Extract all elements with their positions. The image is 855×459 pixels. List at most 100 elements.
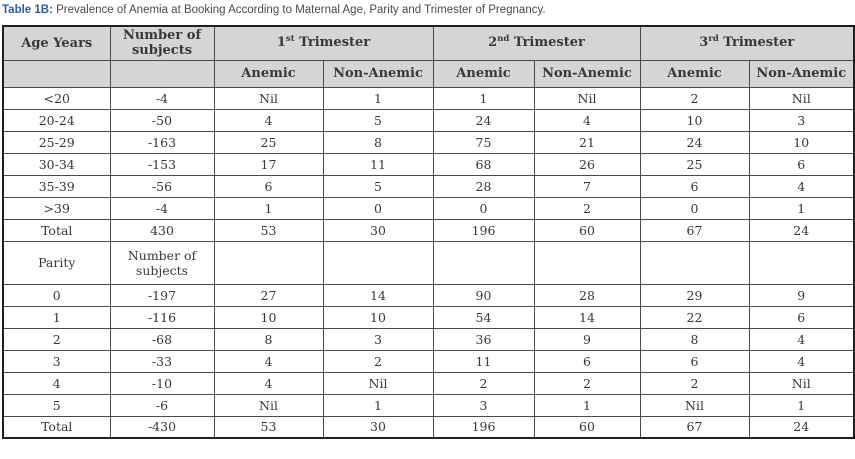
table-cell: 26 — [533, 152, 641, 176]
table-cell: -4 — [109, 86, 215, 110]
table-cell — [533, 240, 641, 285]
ordinal-suffix: st — [285, 33, 295, 44]
ordinal-suffix: nd — [497, 33, 510, 44]
table-cell: 24 — [748, 218, 855, 242]
table-cell: 24 — [748, 415, 855, 439]
header-second-trimester: 2nd Trimester — [432, 25, 641, 61]
table-row: 25-29 -163 25 8 75 21 24 10 — [2, 130, 855, 154]
table-cell: 30 — [322, 415, 434, 439]
header-age-years: Age Years — [2, 25, 111, 61]
table-cell: -6 — [109, 393, 215, 417]
table-cell: 196 — [432, 218, 535, 242]
table-cell: 2 — [432, 371, 535, 395]
table-row: 4 -10 4 Nil 2 2 2 Nil — [2, 371, 855, 395]
table-cell: 53 — [213, 218, 324, 242]
table-cell: 2 — [2, 327, 111, 351]
table-cell: Parity — [2, 240, 111, 285]
table-cell: 28 — [533, 283, 641, 307]
table-row: Total -430 53 30 196 60 67 24 — [2, 415, 855, 439]
header-non-anemic-t1: Non-Anemic — [322, 59, 434, 88]
table-cell: 3 — [322, 327, 434, 351]
table-cell: 0 — [639, 196, 750, 220]
table-cell: -10 — [109, 371, 215, 395]
table-row: 35-39 -56 6 5 28 7 6 4 — [2, 174, 855, 198]
table-cell: Number of subjects — [109, 240, 215, 285]
table-cell: 1 — [748, 393, 855, 417]
table-cell: <20 — [2, 86, 111, 110]
table-cell: 36 — [432, 327, 535, 351]
table-row: 0 -197 27 14 90 28 29 9 — [2, 283, 855, 307]
table-cell: 4 — [213, 371, 324, 395]
trimester-number: 2 — [488, 34, 498, 50]
table-cell: 5 — [322, 108, 434, 132]
table-cell: 11 — [432, 349, 535, 373]
table-cell: 3 — [748, 108, 855, 132]
table-cell: Nil — [533, 86, 641, 110]
table-cell: 2 — [639, 86, 750, 110]
header-non-anemic-t2: Non-Anemic — [533, 59, 641, 88]
table-cell: -56 — [109, 174, 215, 198]
trimester-label: Trimester — [509, 34, 585, 50]
table-cell: 27 — [213, 283, 324, 307]
table-cell: 5 — [2, 393, 111, 417]
header-row-groups: Age Years Number of subjects 1st Trimest… — [2, 25, 855, 61]
table-cell: 2 — [322, 349, 434, 373]
header-anemic-t2: Anemic — [432, 59, 535, 88]
table-cell: 6 — [639, 349, 750, 373]
table-cell: 5 — [322, 174, 434, 198]
anemia-prevalence-table: Age Years Number of subjects 1 st Trimest… — [2, 25, 855, 439]
table-caption: Table 1B: Prevalence of Anemia at Bookin… — [0, 0, 855, 22]
table-cell: 20-24 — [2, 108, 111, 132]
table-cell: 4 — [213, 349, 324, 373]
table-cell: Nil — [639, 393, 750, 417]
table-cell: 22 — [639, 305, 750, 329]
table-body: <20 -4 Nil 1 1 Nil 2 Nil 20-24 -50 4 5 24 4 10 3 25-29 -1… — [2, 86, 855, 439]
table-cell: 6 — [533, 349, 641, 373]
table-cell: 4 — [2, 371, 111, 395]
table-cell: 1 — [322, 86, 434, 110]
table-row: 2 -68 8 3 36 9 8 4 — [2, 327, 855, 351]
table-cell: 430 — [109, 218, 215, 242]
table-cell: 6 — [748, 152, 855, 176]
table-cell: Nil — [748, 371, 855, 395]
table-cell: 3 — [2, 349, 111, 373]
table-cell: 6 — [639, 174, 750, 198]
table-cell: 0 — [2, 283, 111, 307]
table-row: 1 -116 10 10 54 14 22 6 — [2, 305, 855, 329]
table-cell: 67 — [639, 415, 750, 439]
table-cell: -33 — [109, 349, 215, 373]
table-cell — [639, 240, 750, 285]
table-cell: 1 — [322, 393, 434, 417]
table-cell — [432, 240, 535, 285]
table-row: 20-24 -50 4 5 24 4 10 3 — [2, 108, 855, 132]
table-row: Parity Number of subjects — [2, 240, 855, 285]
table-cell: 1 — [748, 196, 855, 220]
table-cell: 4 — [748, 327, 855, 351]
table-cell: -50 — [109, 108, 215, 132]
table-cell: 90 — [432, 283, 535, 307]
table-cell: >39 — [2, 196, 111, 220]
table-cell: -430 — [109, 415, 215, 439]
table-cell: 11 — [322, 152, 434, 176]
table-cell: -68 — [109, 327, 215, 351]
table-cell: Total — [2, 218, 111, 242]
table-cell: -4 — [109, 196, 215, 220]
table-cell: 25 — [639, 152, 750, 176]
trimester-label: Trimester — [718, 34, 795, 50]
header-number-of-subjects: Number of subjects — [109, 25, 215, 61]
header-anemic-t3: Anemic — [639, 59, 750, 88]
table-cell: Nil — [213, 393, 324, 417]
header-anemic-t1: Anemic — [213, 59, 324, 88]
table-cell: 75 — [432, 130, 535, 154]
table-cell: 4 — [748, 174, 855, 198]
table-cell: 60 — [533, 415, 641, 439]
table-cell: 1 — [213, 196, 324, 220]
table-cell: 9 — [748, 283, 855, 307]
table-cell: 10 — [322, 305, 434, 329]
header-non-anemic-t3: Non-Anemic — [748, 59, 855, 88]
table-cell: 1 — [432, 86, 535, 110]
header-row-sub: Anemic Non-Anemic Anemic Non-Anemic Anem… — [2, 59, 855, 88]
table-cell: 60 — [533, 218, 641, 242]
table-cell: -197 — [109, 283, 215, 307]
table-row: <20 -4 Nil 1 1 Nil 2 Nil — [2, 86, 855, 110]
